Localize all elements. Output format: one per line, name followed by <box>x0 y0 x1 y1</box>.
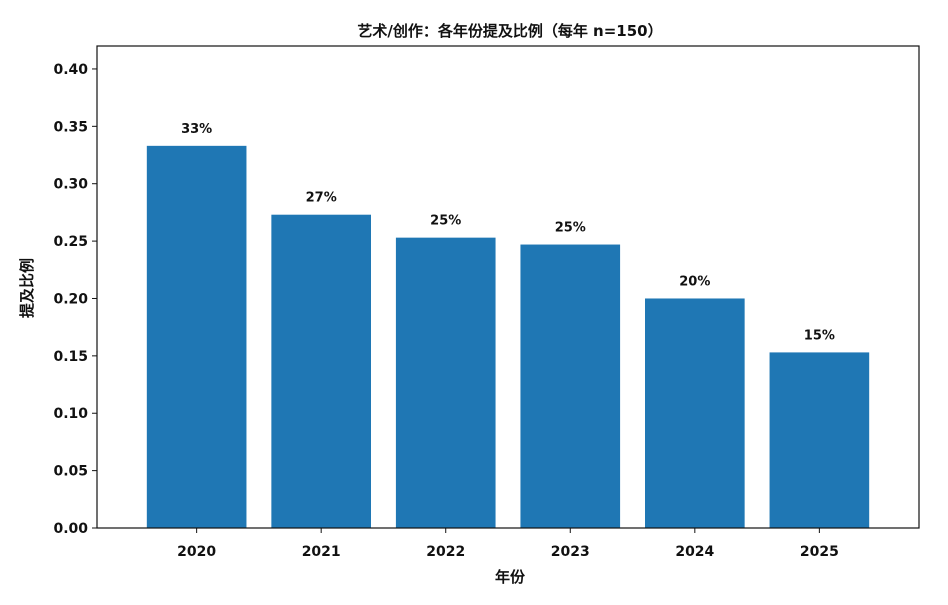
y-tick-label-0.10: 0.10 <box>53 406 88 422</box>
y-tick-label-0.05: 0.05 <box>53 464 88 480</box>
bar-2021 <box>271 214 371 528</box>
data-label-2024: 20% <box>679 274 710 289</box>
y-axis: 0.00 0.05 0.10 0.15 0.20 0.25 0.30 0.35 0.40 <box>53 62 97 537</box>
bar-2024 <box>645 298 745 528</box>
x-tick-label-2023: 2023 <box>551 544 590 560</box>
x-tick-label-2025: 2025 <box>800 544 839 560</box>
y-tick-label-0.20: 0.20 <box>53 291 88 307</box>
y-tick-label-0.00: 0.00 <box>53 521 88 537</box>
bar-2022 <box>395 237 496 528</box>
y-tick-label-0.15: 0.15 <box>53 349 88 365</box>
x-axis: 2020 2021 2022 2023 2024 2025 <box>177 528 839 560</box>
x-tick-label-2021: 2021 <box>302 544 341 560</box>
data-labels-group: 33% 27% 25% 25% 20% 15% <box>181 122 835 344</box>
y-tick-label-0.25: 0.25 <box>53 234 88 250</box>
bar-2023 <box>520 244 621 529</box>
y-tick-label-0.35: 0.35 <box>53 119 88 135</box>
y-axis-label: 提及比例 <box>18 258 36 318</box>
plot-frame <box>96 45 920 529</box>
x-axis-label: 年份 <box>495 568 526 586</box>
bar-2025 <box>769 352 870 528</box>
data-label-2023: 25% <box>555 221 586 236</box>
x-tick-label-2020: 2020 <box>177 544 216 560</box>
bars-group <box>146 145 870 529</box>
chart-title: 艺术/创作：各年份提及比例（每年 n=150） <box>357 22 662 40</box>
bar-2020 <box>146 145 247 528</box>
y-tick-label-0.40: 0.40 <box>53 62 88 78</box>
data-label-2021: 27% <box>306 191 337 206</box>
x-tick-label-2024: 2024 <box>675 544 714 560</box>
data-label-2020: 33% <box>181 122 212 137</box>
y-tick-label-0.30: 0.30 <box>53 177 88 193</box>
data-label-2022: 25% <box>430 214 461 229</box>
x-tick-label-2022: 2022 <box>426 544 465 560</box>
data-label-2025: 15% <box>804 328 835 343</box>
